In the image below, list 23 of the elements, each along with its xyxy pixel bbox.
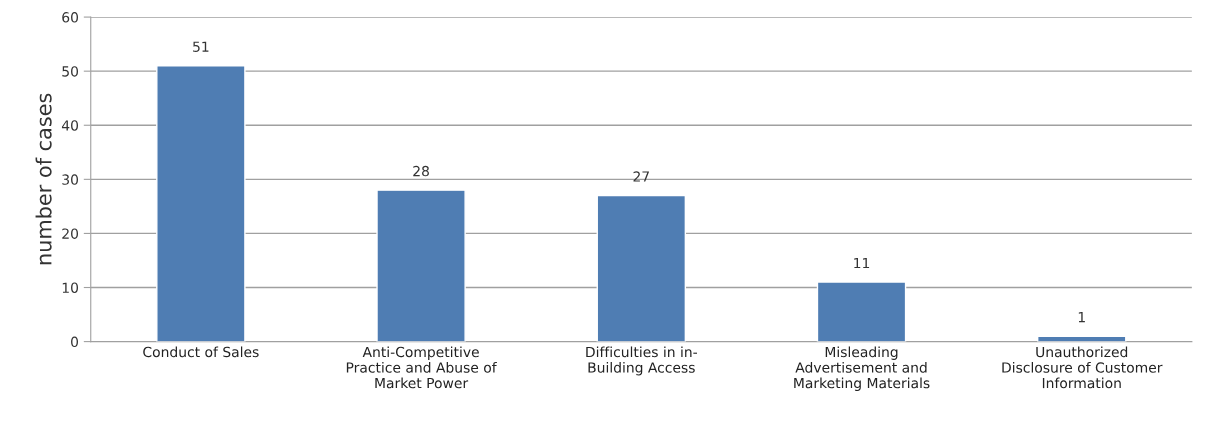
data-label: 27: [633, 171, 649, 182]
y-tick-label: 10: [62, 282, 79, 293]
y-axis-title: number of cases: [35, 93, 52, 265]
data-label: 1: [1078, 312, 1085, 323]
bar: [1037, 335, 1127, 342]
y-tick-label: 50: [62, 66, 79, 77]
data-label: 28: [413, 165, 429, 177]
x-tick-label: Difficulties in in- Building Access: [586, 346, 697, 376]
y-tick-label: 0: [71, 336, 79, 348]
bar: [376, 189, 466, 342]
y-tick-label: 40: [61, 120, 79, 131]
data-label: 51: [193, 41, 209, 52]
bar: [596, 194, 687, 342]
y-tick-label: 20: [62, 228, 79, 239]
x-tick-label: Unauthorized Disclosure of Customer Information: [1002, 346, 1163, 389]
bar: [156, 65, 246, 342]
y-tick-label: 60: [62, 12, 79, 23]
data-label: 11: [854, 257, 870, 269]
x-tick-label: Conduct of Sales: [143, 346, 259, 358]
y-tick-label: 30: [62, 174, 79, 185]
x-tick-label: Misleading Advertisement and Marketing Materials: [794, 346, 930, 392]
x-tick-label: Anti-Competitive Practice and Abuse of Market Power: [346, 346, 497, 389]
bar: [816, 281, 907, 342]
